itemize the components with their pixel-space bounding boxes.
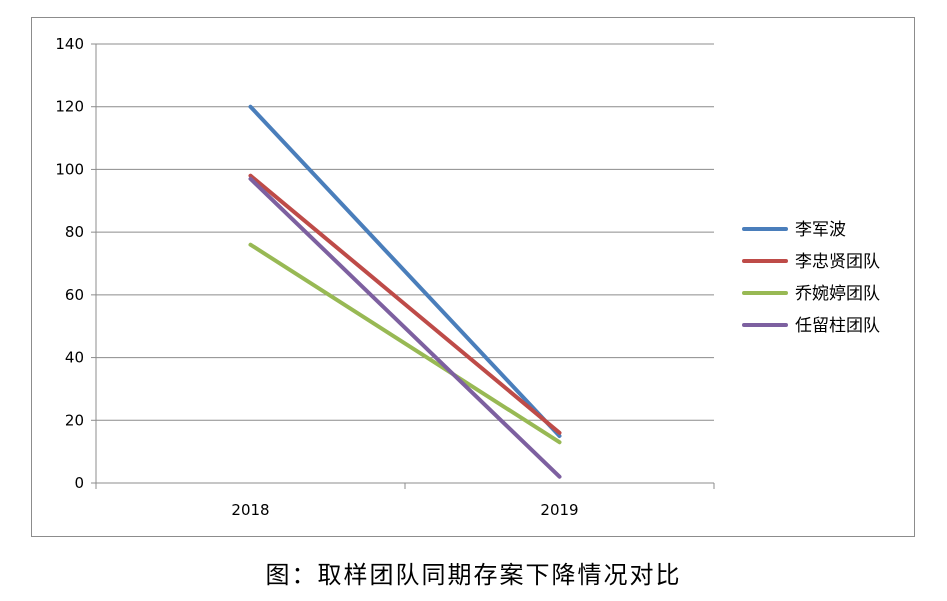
y-tick-label: 40 <box>65 349 84 367</box>
legend-label: 李军波 <box>795 220 846 240</box>
x-tick-label: 2019 <box>540 501 578 519</box>
y-tick-label: 20 <box>65 411 84 429</box>
figure-caption: 图：取样团队同期存案下降情况对比 <box>265 561 682 589</box>
y-tick-label: 100 <box>55 160 84 178</box>
legend-label: 李忠贤团队 <box>795 252 880 272</box>
chart-frame: 0 20 40 60 80 100 120 140 2018 2019 李军波李忠贤团队乔婉婷团队… <box>31 17 915 537</box>
y-tick-label: 80 <box>65 223 84 241</box>
series-line-2 <box>248 173 562 435</box>
axes: 0 20 40 60 80 100 120 140 2018 2019 <box>55 35 715 519</box>
series-line-1 <box>248 104 562 438</box>
x-tick-label: 2018 <box>231 501 269 519</box>
gridlines <box>96 43 714 421</box>
y-tick-label: 0 <box>74 474 84 492</box>
y-tick-label: 120 <box>55 98 84 116</box>
y-tick-label: 140 <box>55 35 84 53</box>
legend-label: 乔婉婷团队 <box>795 284 880 304</box>
legend-label: 任留柱团队 <box>795 316 880 336</box>
series-line-3 <box>248 242 562 445</box>
series-lines <box>248 104 562 479</box>
line-chart: 0 20 40 60 80 100 120 140 2018 2019 李军波李忠贤团队乔婉婷团队… <box>55 35 880 519</box>
series-line-4 <box>248 176 562 479</box>
y-tick-label: 60 <box>65 286 84 304</box>
